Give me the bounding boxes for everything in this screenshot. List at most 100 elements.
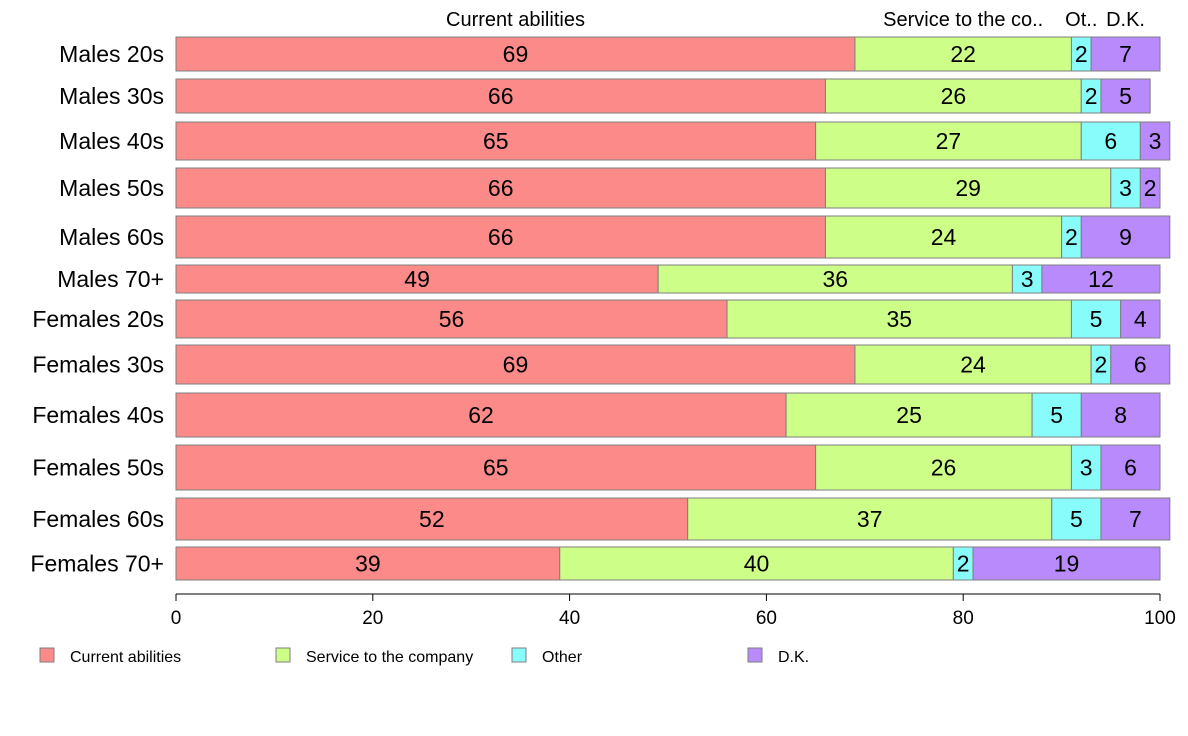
data-label-males-30s-d-k: 5 [1119,83,1132,109]
bar-segment-males-50s-other [1110,167,1141,209]
data-label-females-20s-other: 5 [1090,306,1103,332]
data-label-females-70-current-abilities: 39 [355,551,381,577]
category-label-males-40s: Males 40s [59,128,164,154]
bar-segment-females-60s-service-to-the-company [687,497,1053,541]
category-label-males-20s: Males 20s [59,41,164,67]
data-label-males-30s-service-to-the-company: 26 [941,83,967,109]
category-label-males-50s: Males 50s [59,175,164,201]
legend-label-d-k: D.K. [778,649,809,666]
bar-segment-males-40s-service-to-the-company [815,121,1082,161]
bar-segment-males-50s-d-k [1139,167,1161,209]
bar-segment-males-70-current-abilities [175,264,659,294]
data-label-females-30s-current-abilities: 69 [503,352,529,378]
data-label-males-40s-service-to-the-company: 27 [936,128,962,154]
data-label-females-20s-service-to-the-company: 35 [886,306,912,332]
category-label-males-60s: Males 60s [59,224,164,250]
category-label-females-30s: Females 30s [32,352,164,378]
legend: Current abilities Service to the company O… [39,647,809,666]
bar-segment-females-60s-other [1051,497,1102,541]
top-labels: Current abilities Service to the co.. Ot..… [446,9,1145,31]
data-label-males-30s-current-abilities: 66 [488,83,514,109]
bar-segment-males-50s-service-to-the-company [824,167,1112,209]
top-label-service-to-the-company: Service to the co.. [883,9,1043,31]
x-tick-label: 60 [756,608,777,629]
data-label-males-20s-current-abilities: 69 [503,41,529,67]
data-label-males-60s-service-to-the-company: 24 [931,224,957,250]
data-label-females-70-service-to-the-company: 40 [744,551,770,577]
bar-segment-females-40s-service-to-the-company [785,392,1033,438]
bar-segment-males-60s-service-to-the-company [824,215,1063,259]
bar-segment-females-70-d-k [972,546,1161,581]
legend-label-current-abilities: Current abilities [70,649,181,666]
category-label-females-60s: Females 60s [32,506,164,532]
data-label-females-50s-d-k: 6 [1124,455,1137,481]
x-tick-label: 40 [559,608,580,629]
category-label-females-50s: Females 50s [32,455,164,481]
data-label-females-60s-d-k: 7 [1129,506,1142,532]
bar-segment-females-70-service-to-the-company [559,546,954,581]
bar-segment-males-20s-current-abilities [175,36,856,72]
data-label-males-50s-other: 3 [1119,175,1132,201]
data-label-females-30s-d-k: 6 [1134,352,1147,378]
bar-segment-females-60s-current-abilities [175,497,689,541]
data-label-males-50s-d-k: 2 [1144,175,1157,201]
category-label-males-30s: Males 30s [59,83,164,109]
category-label-females-40s: Females 40s [32,402,164,428]
data-label-males-60s-other: 2 [1065,224,1078,250]
data-label-females-70-d-k: 19 [1054,551,1080,577]
data-label-females-20s-current-abilities: 56 [439,306,465,332]
data-label-males-20s-d-k: 7 [1119,41,1132,67]
data-label-males-50s-service-to-the-company: 29 [955,175,981,201]
data-label-females-30s-other: 2 [1095,352,1108,378]
data-label-females-50s-other: 3 [1080,455,1093,481]
data-label-males-20s-service-to-the-company: 22 [950,41,976,67]
x-tick-label: 0 [171,608,182,629]
data-label-females-60s-current-abilities: 52 [419,506,445,532]
bar-segment-males-20s-d-k [1090,36,1161,72]
legend-swatch-current-abilities [39,647,55,663]
data-label-males-20s-other: 2 [1075,41,1088,67]
data-label-females-40s-other: 5 [1050,402,1063,428]
category-label-males-70: Males 70+ [57,266,164,292]
top-label-d-k: D.K. [1106,9,1145,31]
legend-swatch-d-k [747,647,763,663]
legend-swatch-other [511,647,527,663]
data-label-males-70-current-abilities: 49 [404,266,430,292]
data-label-males-40s-other: 6 [1104,128,1117,154]
data-label-males-70-other: 3 [1021,266,1034,292]
x-tick-label: 100 [1144,608,1176,629]
data-label-males-70-service-to-the-company: 36 [822,266,848,292]
data-label-females-40s-d-k: 8 [1114,402,1127,428]
data-label-males-50s-current-abilities: 66 [488,175,514,201]
bar-segment-females-60s-d-k [1100,497,1171,541]
data-label-females-70-other: 2 [957,551,970,577]
bar-segment-females-40s-current-abilities [175,392,787,438]
data-label-males-40s-d-k: 3 [1149,128,1162,154]
data-label-females-50s-service-to-the-company: 26 [931,455,957,481]
top-label-current-abilities: Current abilities [446,9,585,31]
x-axis: 0 20 40 60 80 100 [171,593,1176,629]
bar-segment-males-30s-d-k [1100,78,1151,114]
bar-segment-females-20s-d-k [1120,299,1161,339]
bar-segment-males-50s-current-abilities [175,167,826,209]
bar-segment-males-30s-current-abilities [175,78,826,114]
bar-segment-females-30s-service-to-the-company [854,344,1092,385]
bar-segment-males-60s-d-k [1080,215,1171,259]
data-label-females-60s-other: 5 [1070,506,1083,532]
legend-label-other: Other [542,649,583,666]
bar-segment-males-20s-service-to-the-company [854,36,1072,72]
bar-segment-males-40s-other [1080,121,1141,161]
top-label-other: Ot.. [1065,9,1097,31]
bar-segment-females-20s-current-abilities [175,299,728,339]
data-label-males-40s-current-abilities: 65 [483,128,509,154]
data-label-females-50s-current-abilities: 65 [483,455,509,481]
bar-segment-males-40s-current-abilities [175,121,817,161]
bar-segment-females-20s-service-to-the-company [726,299,1072,339]
bar-segment-males-70-service-to-the-company [657,264,1013,294]
x-tick-label: 80 [953,608,974,629]
bar-segment-males-30s-service-to-the-company [824,78,1082,114]
data-label-females-20s-d-k: 4 [1134,306,1147,332]
data-label-females-40s-service-to-the-company: 25 [896,402,922,428]
bar-segment-females-50s-d-k [1100,444,1161,491]
